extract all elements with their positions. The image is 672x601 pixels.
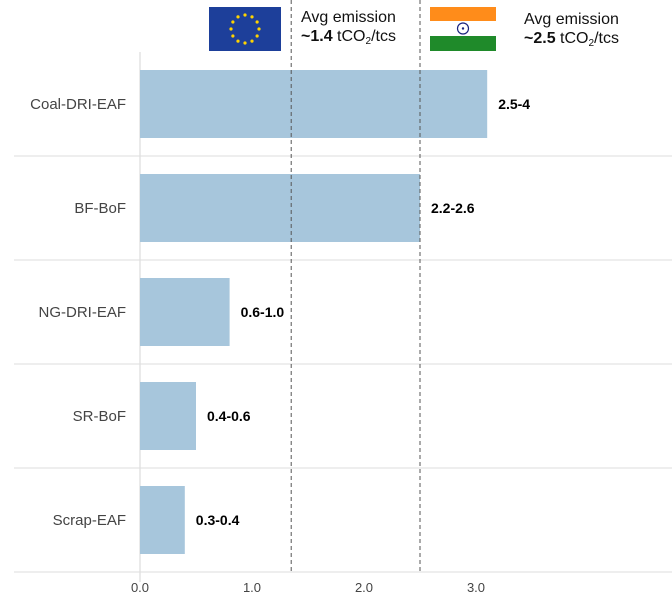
eu-avg-approx: ~ — [301, 28, 311, 45]
india-avg-unit-sub: 2 — [588, 38, 595, 49]
india-flag-icon — [430, 7, 496, 51]
value-label: 0.3-0.4 — [196, 512, 240, 528]
category-label: SR-BoF — [73, 408, 126, 425]
value-label: 2.5-4 — [498, 96, 530, 112]
eu-star-icon — [243, 41, 247, 45]
eu-star-icon — [231, 34, 235, 38]
bar — [140, 70, 488, 138]
india-avg-unit-b: /tcs — [594, 30, 619, 47]
eu-star-icon — [236, 39, 240, 43]
bar — [140, 278, 230, 346]
eu-star-icon — [257, 27, 261, 31]
eu-star-icon — [255, 20, 259, 24]
bar — [140, 174, 420, 242]
value-labels: 2.5-4 2.2-2.6 0.6-1.0 0.4-0.6 0.3-0.4 — [196, 96, 531, 528]
eu-star-icon — [250, 39, 254, 43]
eu-star-icon — [250, 15, 254, 19]
category-label: NG-DRI-EAF — [39, 304, 127, 321]
x-tick-label: 2.0 — [355, 580, 373, 595]
india-avg-approx: ~ — [524, 30, 534, 47]
india-avg-value-line: ~2.5 tCO2/tcs — [524, 29, 619, 49]
eu-star-icon — [243, 13, 247, 17]
bar — [140, 486, 185, 554]
eu-avg-unit-sub: 2 — [365, 36, 372, 47]
india-avg-prefix: Avg emission — [524, 11, 619, 28]
bars — [140, 70, 488, 554]
x-tick-label: 3.0 — [467, 580, 485, 595]
bar — [140, 382, 196, 450]
reference-lines — [290, 0, 421, 574]
eu-avg-value: 1.4 — [310, 28, 333, 45]
x-tick-label: 1.0 — [243, 580, 261, 595]
eu-avg-prefix: Avg emission — [301, 9, 396, 26]
x-tick-label: 0.0 — [131, 580, 149, 595]
eu-avg-value-line: ~1.4 tCO2/tcs — [301, 27, 396, 47]
india-avg-unit-a: tCO — [560, 30, 589, 47]
value-label: 0.4-0.6 — [207, 408, 251, 424]
category-label: BF-BoF — [74, 200, 126, 217]
eu-star-icon — [231, 20, 235, 24]
value-label: 0.6-1.0 — [241, 304, 285, 320]
x-tick-labels: 0.0 1.0 2.0 3.0 — [131, 580, 485, 595]
category-label: Scrap-EAF — [53, 512, 126, 529]
india-avg-value: 2.5 — [533, 30, 556, 47]
india-avg-annotation: Avg emission ~2.5 tCO2/tcs — [524, 10, 619, 49]
category-labels: Coal-DRI-EAF BF-BoF NG-DRI-EAF SR-BoF Scrap-… — [30, 96, 126, 529]
eu-avg-unit-a: tCO — [337, 28, 366, 45]
value-label: 2.2-2.6 — [431, 200, 475, 216]
eu-avg-unit-b: /tcs — [371, 28, 396, 45]
eu-star-icon — [255, 34, 259, 38]
eu-star-icon — [236, 15, 240, 19]
eu-star-icon — [229, 27, 233, 31]
category-label: Coal-DRI-EAF — [30, 96, 126, 113]
eu-flag-icon — [209, 7, 281, 51]
eu-avg-annotation: Avg emission ~1.4 tCO2/tcs — [301, 8, 396, 47]
